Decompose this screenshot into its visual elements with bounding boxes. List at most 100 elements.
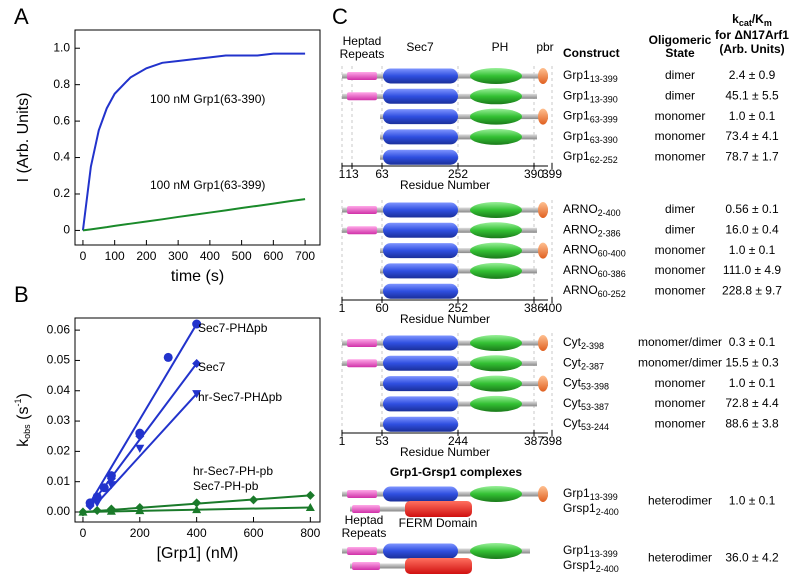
construct-name: Grsp12-400 (563, 558, 619, 574)
heptad-domain (347, 92, 377, 101)
construct-name: Grp113-399 (563, 68, 618, 84)
column-header: Construct (563, 46, 620, 60)
axis-label: Residue Number (400, 445, 490, 459)
sec7-domain (383, 263, 458, 279)
state-cell: monomer (655, 376, 706, 390)
sec7-domain (383, 68, 458, 84)
x-axis-title: time (s) (171, 268, 224, 285)
kcat-cell: 15.5 ± 0.3 (725, 355, 779, 369)
kcat-cell: 228.8 ± 9.7 (722, 283, 782, 297)
series-label: Sec7-PH-pb (193, 479, 259, 493)
sec7-domain (383, 283, 458, 299)
fit-line (89, 362, 198, 507)
series-label: 100 nM Grp1(63-390) (150, 92, 265, 106)
residue-number: 252 (448, 167, 468, 181)
x-tick-label: 400 (200, 249, 220, 263)
pbr-domain (538, 242, 548, 259)
state-cell: heterodimer (648, 551, 712, 565)
residue-number: 252 (448, 301, 468, 315)
sec7-domain (383, 335, 458, 351)
heptad-domain (347, 206, 377, 214)
data-point (192, 390, 202, 399)
text-part: Cyt (563, 396, 582, 410)
state-cell: monomer/dimer (638, 335, 722, 349)
text-part: Grsp1 (563, 501, 596, 515)
plot-frame (74, 317, 321, 523)
y-tick-label: 0.03 (47, 413, 71, 427)
text-part: Grp1 (563, 149, 590, 163)
domain-label: Heptad (345, 513, 384, 527)
data-point (248, 495, 258, 505)
data-point (305, 490, 315, 500)
y-tick-label: 0.05 (47, 353, 71, 367)
residue-number: 390 (524, 167, 544, 181)
linker (380, 268, 537, 274)
text-part: 13-390 (590, 95, 618, 105)
series-label: 100 nM Grp1(63-399) (150, 178, 265, 192)
construct-name: Grp113-399 (563, 543, 618, 559)
y-tick-label: 1.0 (53, 40, 70, 54)
series-line (82, 198, 306, 232)
text-part: ARNO (563, 202, 598, 216)
panel-letter: C (332, 4, 348, 29)
kcat-cell: 78.7 ± 1.7 (725, 149, 779, 163)
text-part: 63-390 (590, 135, 618, 145)
y-tick-label: 0.8 (53, 77, 70, 91)
x-tick-label: 600 (243, 526, 263, 540)
series-line (81, 52, 306, 231)
residue-number: 244 (448, 434, 468, 448)
linker (380, 134, 537, 140)
data-point (106, 474, 116, 484)
construct-name: Cyt53-244 (563, 416, 609, 432)
residue-number: 1 (339, 301, 346, 315)
domain-label: Repeats (342, 526, 387, 540)
state-cell: monomer/dimer (638, 355, 722, 369)
state-cell: monomer (655, 149, 706, 163)
text-part: 2-400 (596, 564, 619, 574)
text-part: k (15, 438, 32, 447)
sec7-domain (383, 202, 458, 218)
text-part: -1 (13, 399, 23, 407)
y-axis-title: kobs (s-1) (13, 393, 32, 447)
pbr-domain (538, 335, 548, 351)
residue-number: 400 (542, 301, 562, 315)
residue-number: 398 (542, 434, 562, 448)
x-axis-title: [Grp1] (nM) (157, 545, 239, 562)
state-cell: monomer (655, 396, 706, 410)
text-part: Grp1 (563, 68, 590, 82)
kcat-cell: 36.0 ± 4.2 (725, 551, 779, 565)
residue-number: 13 (345, 167, 359, 181)
series-label: Sec7-PHΔpb (198, 321, 268, 335)
ph-domain (470, 202, 522, 218)
heptad-domain (347, 226, 377, 235)
kcat-cell: 111.0 ± 4.9 (723, 263, 782, 277)
text-part: ) (15, 393, 32, 398)
state-cell: dimer (665, 222, 695, 236)
state-cell: monomer (655, 109, 706, 123)
text-part: 2-387 (581, 362, 604, 372)
ph-domain (470, 486, 522, 502)
text-part: 63-399 (590, 115, 618, 125)
construct-name: Grp113-390 (563, 88, 618, 104)
panel-letter: A (14, 4, 29, 29)
construct-name: ARNO2-386 (563, 222, 621, 238)
pbr-domain (538, 108, 548, 125)
state-cell: monomer (655, 263, 706, 277)
domain-label: Repeats (340, 47, 385, 61)
ph-domain (470, 375, 522, 392)
text-part: 53-398 (581, 382, 609, 392)
construct-name: Cyt53-387 (563, 396, 609, 412)
linker (380, 248, 548, 254)
construct-name: ARNO60-386 (563, 263, 626, 279)
kcat-cell: 2.4 ± 0.9 (729, 68, 776, 82)
text-part: /K (752, 12, 764, 26)
y-tick-label: 0.00 (47, 504, 71, 518)
construct-name: Grp113-399 (563, 486, 618, 502)
text-part: ARNO (563, 283, 598, 297)
data-point (78, 507, 88, 516)
column-header: State (665, 46, 695, 60)
text-part: 60-386 (598, 269, 626, 279)
axis-label: Residue Number (400, 312, 490, 326)
text-part: 60-252 (598, 290, 626, 300)
kcat-cell: 0.56 ± 0.1 (725, 202, 779, 216)
